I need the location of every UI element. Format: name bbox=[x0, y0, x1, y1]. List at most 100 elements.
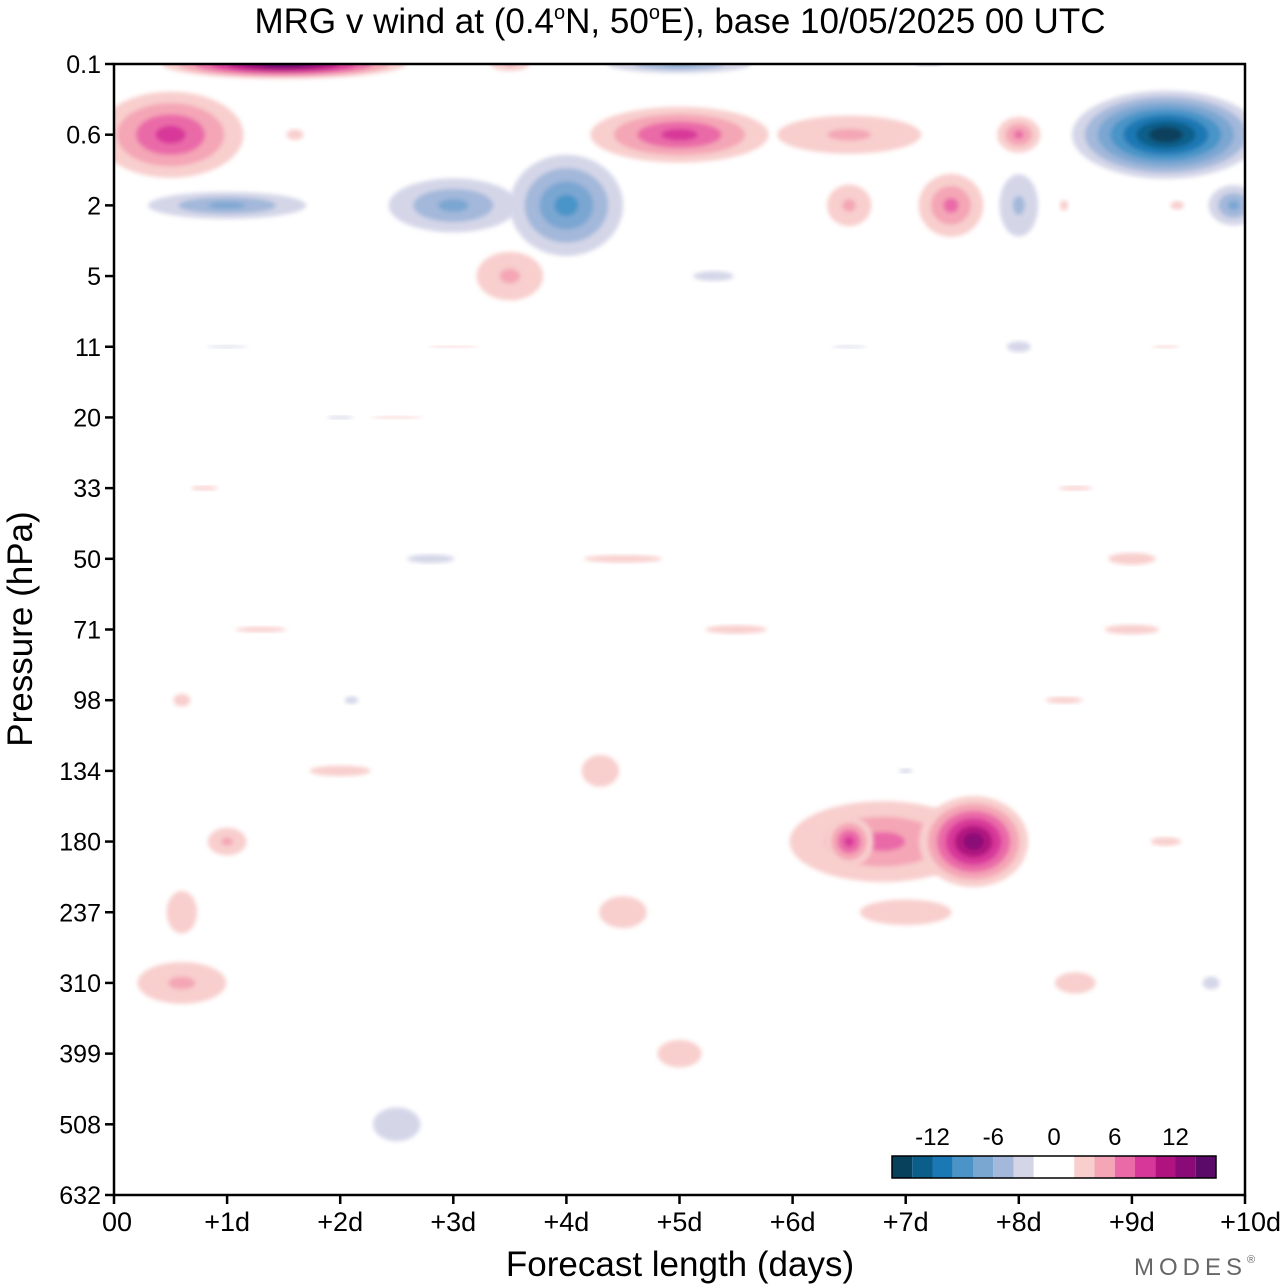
positive-wind-contour bbox=[1150, 837, 1182, 846]
positive-wind-contour bbox=[137, 962, 227, 1004]
degree-sign: o bbox=[649, 2, 660, 24]
negative-wind-contour bbox=[372, 1107, 421, 1142]
negative-wind-contour bbox=[206, 345, 248, 349]
negative-wind-contour bbox=[1006, 341, 1031, 353]
contour-band bbox=[1058, 486, 1093, 491]
y-tick-label: 98 bbox=[73, 687, 101, 715]
colorbar-swatch bbox=[1074, 1156, 1095, 1178]
y-tick-label: 237 bbox=[59, 899, 101, 927]
contour-band bbox=[1108, 552, 1156, 565]
positive-wind-contour bbox=[826, 184, 872, 227]
contour-band bbox=[943, 197, 959, 213]
contour-band bbox=[173, 693, 191, 707]
positive-wind-contour bbox=[309, 765, 371, 777]
positive-wind-contour bbox=[918, 173, 984, 237]
contour-band bbox=[844, 836, 855, 847]
x-tick-label: +5d bbox=[657, 1207, 703, 1237]
contour-band bbox=[326, 415, 354, 420]
wind-field bbox=[114, 64, 1245, 1142]
positive-wind-contour bbox=[997, 116, 1041, 153]
positive-wind-contour bbox=[1170, 201, 1184, 210]
negative-wind-contour bbox=[1071, 90, 1245, 179]
contour-band bbox=[206, 345, 248, 349]
x-tick-label: 00 bbox=[102, 1207, 132, 1237]
colorbar-swatch bbox=[1013, 1156, 1034, 1178]
x-tick-label: +1d bbox=[204, 1207, 250, 1237]
contour-band bbox=[1170, 201, 1184, 210]
chart-title: MRG v wind at (0.4oN, 50oE), base 10/05/… bbox=[254, 2, 1105, 41]
contour-band bbox=[842, 199, 856, 212]
negative-wind-contour bbox=[406, 554, 455, 564]
contour-band bbox=[583, 555, 662, 563]
positive-wind-contour bbox=[657, 1039, 702, 1068]
y-tick-label: 0.1 bbox=[66, 51, 101, 79]
degree-sign: o bbox=[554, 2, 565, 24]
contour-band bbox=[168, 976, 196, 990]
contour-band bbox=[208, 202, 246, 209]
colorbar-swatch bbox=[1155, 1156, 1176, 1178]
contour-band bbox=[155, 125, 186, 144]
positive-wind-contour bbox=[190, 486, 219, 491]
negative-wind-contour bbox=[832, 345, 867, 349]
positive-wind-contour bbox=[581, 754, 619, 787]
colorbar-swatch bbox=[892, 1156, 913, 1178]
contour-band bbox=[490, 64, 530, 71]
plot-background bbox=[114, 64, 1245, 1195]
contour-band bbox=[963, 833, 984, 851]
colorbar-frame bbox=[891, 1155, 1217, 1179]
y-tick-label: 0.6 bbox=[66, 122, 101, 150]
colorbar-tick-label: 12 bbox=[1162, 1124, 1189, 1151]
contour-band bbox=[427, 345, 479, 348]
colorbar: -12 -6 0 6 12 bbox=[891, 1124, 1217, 1179]
plot-area bbox=[114, 64, 1245, 1195]
y-tick-label: 50 bbox=[73, 546, 101, 574]
contour-band bbox=[693, 271, 734, 281]
contour-band bbox=[1150, 837, 1182, 846]
contour-band bbox=[657, 1039, 702, 1068]
negative-wind-contour bbox=[898, 768, 913, 773]
contour-band bbox=[635, 64, 724, 70]
y-tick-label: 508 bbox=[59, 1111, 101, 1139]
negative-wind-contour bbox=[999, 174, 1039, 237]
contour-band bbox=[499, 268, 521, 284]
contour-band bbox=[1012, 195, 1025, 215]
modes-logo: MODES® bbox=[1134, 1254, 1260, 1281]
y-tick-label: 180 bbox=[59, 829, 101, 857]
positive-wind-contour bbox=[1045, 697, 1083, 704]
contour-band bbox=[235, 626, 287, 633]
negative-wind-contour bbox=[148, 191, 307, 219]
contour-band bbox=[1104, 624, 1160, 635]
positive-wind-contour bbox=[207, 827, 247, 856]
positive-wind-contour bbox=[1054, 972, 1096, 994]
positive-wind-contour bbox=[824, 816, 874, 867]
y-axis: 0.1 0.6 2 5 11 20 33 50 71 98 134 180 237 310 399 508 63… bbox=[59, 51, 114, 1210]
x-tick-label: +9d bbox=[1109, 1207, 1155, 1237]
y-tick-label: 399 bbox=[59, 1041, 101, 1069]
contour-band bbox=[406, 554, 455, 564]
y-tick-label: 11 bbox=[75, 334, 101, 362]
negative-wind-contour bbox=[509, 154, 624, 257]
negative-wind-contour bbox=[1208, 185, 1245, 226]
positive-wind-contour bbox=[1104, 624, 1160, 635]
y-tick-label: 134 bbox=[59, 758, 101, 786]
x-tick-label: +3d bbox=[430, 1207, 476, 1237]
x-tick-label: +8d bbox=[996, 1207, 1042, 1237]
positive-wind-contour bbox=[371, 416, 423, 419]
negative-wind-contour bbox=[693, 271, 734, 281]
colorbar-swatch bbox=[952, 1156, 973, 1178]
y-tick-label: 33 bbox=[73, 475, 101, 503]
contour-band bbox=[190, 486, 219, 491]
negative-wind-contour bbox=[344, 696, 359, 704]
positive-wind-contour bbox=[114, 91, 244, 178]
positive-wind-contour bbox=[590, 106, 769, 163]
positive-wind-contour bbox=[599, 896, 647, 929]
colorbar-swatch bbox=[1033, 1156, 1075, 1178]
x-axis: 00 +1d +2d +3d +4d +5d +6d +7d +8d +9d +10d bbox=[102, 1195, 1280, 1237]
y-tick-label: 71 bbox=[73, 617, 101, 645]
y-tick-label: 20 bbox=[73, 404, 101, 432]
contour-band bbox=[1148, 126, 1183, 143]
colorbar-swatch bbox=[1195, 1156, 1216, 1178]
colorbar-tick-label: 6 bbox=[1108, 1124, 1121, 1151]
positive-wind-contour bbox=[1059, 200, 1069, 211]
contour-band bbox=[344, 696, 359, 704]
